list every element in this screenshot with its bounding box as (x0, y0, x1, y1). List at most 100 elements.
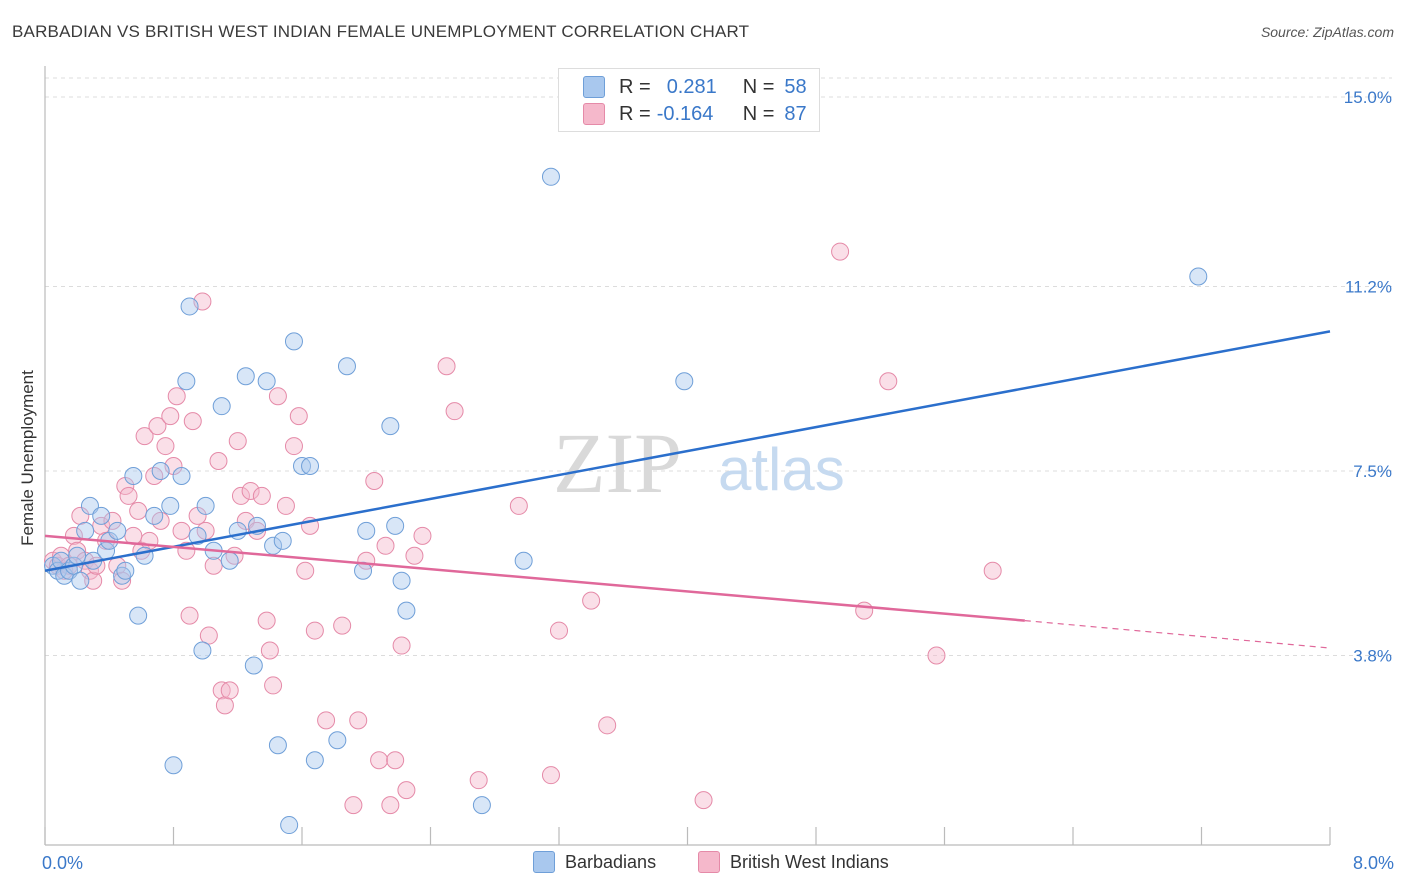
legend-label-british-west-indians: British West Indians (730, 851, 889, 872)
bwi-point (289, 407, 308, 426)
barbadian-point (328, 731, 347, 750)
bwi-trendline (44, 534, 1025, 622)
y-tick-label: 11.2% (1345, 277, 1392, 296)
bwi-point (927, 646, 946, 665)
bwi-point (582, 591, 601, 610)
axes (44, 66, 1330, 846)
bwi-point (156, 437, 175, 456)
y-tick-label: 15.0% (1344, 88, 1392, 107)
bwi-point (172, 521, 191, 540)
barbadian-point (161, 496, 180, 515)
barbadian-point (180, 297, 199, 316)
barbadian-point (188, 526, 207, 545)
barbadian-point (172, 466, 191, 485)
legend-row-barbadians: R = 0.281 N = 58 (583, 74, 807, 100)
bwi-point (257, 611, 276, 630)
bwi-point (215, 696, 234, 715)
bwi-point (333, 616, 352, 635)
barbadian-point (196, 496, 215, 515)
trendlines (44, 330, 1331, 649)
barbadian-point (337, 357, 356, 376)
legend-swatch-british-west-indians (583, 103, 605, 125)
barbadian-point (284, 332, 303, 351)
barbadian-point (280, 816, 299, 835)
barbadian-point (257, 372, 276, 391)
barbadian-point (381, 417, 400, 436)
bwi-point (296, 561, 315, 580)
bwi-point (831, 242, 850, 261)
barbadian-point (92, 506, 111, 525)
bwi-point (397, 781, 416, 800)
barbadian-point (264, 536, 283, 555)
legend-swatch-barbadians (583, 76, 605, 98)
n-value: 87 (784, 102, 807, 125)
bwi-point (365, 471, 384, 490)
barbadian-point (541, 167, 560, 186)
bwi-point (167, 387, 186, 406)
bwi-point (370, 751, 389, 770)
bwi-point (855, 601, 874, 620)
bwi-point (228, 432, 247, 451)
barbadian-point (268, 736, 287, 755)
bwi-point (260, 641, 279, 660)
r-label: R = (619, 102, 651, 125)
barbadian-point (108, 521, 127, 540)
bwi-point (541, 766, 560, 785)
y-tick-label: 7.5% (1353, 462, 1392, 481)
bwi-point (344, 796, 363, 815)
barbadian-point (397, 601, 416, 620)
bwi-point (305, 621, 324, 640)
bwi-point (413, 526, 432, 545)
watermark-atlas: atlas (718, 436, 845, 503)
barbadian-point (675, 372, 694, 391)
r-value: -0.164 (656, 102, 714, 125)
bwi-point (598, 716, 617, 735)
legend-swatch-barbadians (533, 851, 555, 873)
barbadian-point (1189, 267, 1208, 286)
barbadian-point (80, 496, 99, 515)
bwi-point (119, 486, 138, 505)
bwi-point (180, 606, 199, 625)
barbadian-point (220, 551, 239, 570)
bwi-point (209, 452, 228, 471)
bwi-point (129, 501, 148, 520)
bwi-point (276, 496, 295, 515)
barbadian-point (151, 462, 170, 480)
bwi-point (264, 676, 283, 695)
bwi-point (694, 791, 713, 810)
r-value: 0.281 (666, 75, 717, 98)
bwi-point (148, 417, 167, 436)
legend-label-barbadians: Barbadians (565, 851, 657, 872)
barbadian-point (177, 372, 196, 391)
british-west-indians-points (44, 242, 1002, 815)
barbadian-point (357, 521, 376, 540)
bwi-point (268, 387, 287, 406)
barbadian-point (164, 756, 183, 775)
legend-swatch-british-west-indians (698, 851, 720, 873)
y-tick-label: 3.8% (1353, 647, 1392, 666)
bwi-point (376, 536, 395, 555)
barbadian-point (244, 656, 263, 675)
bwi-point (469, 771, 488, 790)
x-tick-label-min: 0.0% (42, 853, 83, 873)
barbadian-point (392, 571, 411, 590)
barbadian-point (76, 521, 95, 540)
x-tick-label-max: 8.0% (1353, 853, 1394, 873)
bwi-point (231, 486, 250, 505)
bwi-point (183, 412, 202, 431)
bwi-trendline-extension (1024, 620, 1331, 649)
bwi-point (103, 511, 122, 530)
bwi-point (317, 711, 336, 730)
bwi-point (252, 486, 271, 505)
bwi-point (437, 357, 456, 376)
barbadians-trendline (44, 330, 1331, 572)
barbadian-point (113, 566, 132, 585)
series-legend: Barbadians British West Indians (0, 851, 1406, 877)
barbadian-point (305, 751, 324, 770)
bwi-point (199, 626, 218, 645)
bwi-point (386, 751, 405, 770)
barbadian-point (68, 546, 87, 565)
barbadian-point (145, 506, 164, 525)
barbadian-point (124, 466, 143, 485)
